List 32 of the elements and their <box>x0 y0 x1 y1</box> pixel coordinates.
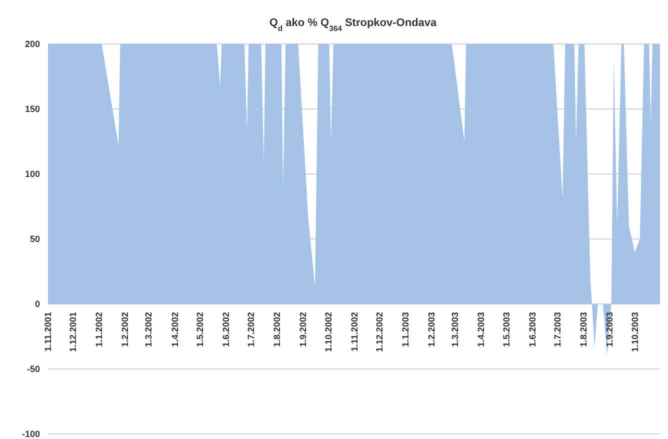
x-tick-label: 1.9.2003 <box>604 312 615 348</box>
x-tick-label: 1.11.2002 <box>349 312 360 352</box>
x-tick-label: 1.8.2002 <box>272 312 282 348</box>
x-tick-label: 1.1.2002 <box>94 312 104 348</box>
x-tick-label: 1.6.2002 <box>220 312 231 348</box>
x-tick-label: 1.7.2003 <box>552 312 563 348</box>
y-tick-label: 50 <box>30 234 40 244</box>
y-tick-label: 150 <box>24 104 40 114</box>
x-tick-label: 1.12.2001 <box>68 312 78 352</box>
x-tick-label: 1.2.2002 <box>120 312 130 348</box>
x-tick-label: 1.2.2003 <box>426 312 437 348</box>
x-tick-label: 1.4.2002 <box>170 312 180 348</box>
x-tick-label: 1.4.2003 <box>476 312 486 348</box>
x-tick-label: 1.5.2003 <box>501 312 512 348</box>
x-tick-label: 1.6.2003 <box>527 312 538 348</box>
x-tick-label: 1.11.2001 <box>43 312 53 352</box>
y-tick-label: 200 <box>24 39 40 50</box>
x-tick-label: 1.1.2003 <box>400 312 411 348</box>
x-tick-label: 1.7.2002 <box>246 312 256 348</box>
x-tick-label: 1.10.2002 <box>323 312 334 352</box>
x-tick-label: 1.9.2002 <box>298 312 308 348</box>
x-tick-label: 1.12.2002 <box>374 312 385 352</box>
x-tick-label: 1.10.2003 <box>630 312 640 352</box>
y-tick-label: 100 <box>24 169 40 180</box>
y-tick-label: 0 <box>34 299 40 310</box>
x-tick-label: 1.8.2003 <box>578 312 589 348</box>
x-tick-label: 1.3.2002 <box>144 312 154 348</box>
y-tick-label: -50 <box>26 364 40 374</box>
x-tick-label: 1.5.2002 <box>194 312 205 348</box>
y-tick-label: -100 <box>22 429 40 439</box>
chart-title: Q$_{d}$ ako % Q$_{364}$ Stropkov-Ondava <box>269 17 438 32</box>
x-tick-label: 1.3.2003 <box>450 312 460 348</box>
